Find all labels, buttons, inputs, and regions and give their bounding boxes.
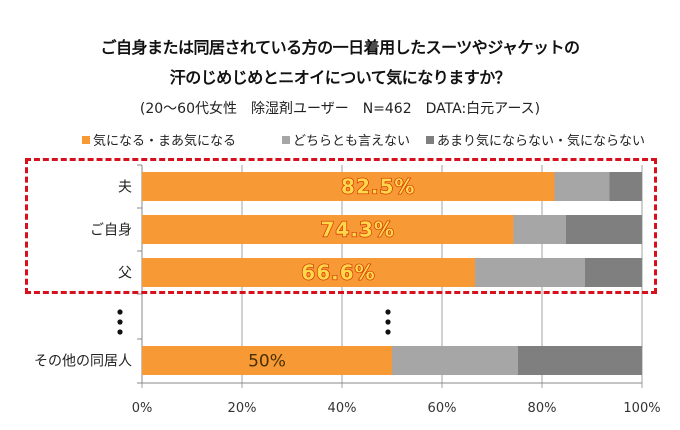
legend-item-concerned: 気になる・まあ気になる [82, 130, 236, 149]
data-label: 66.6% [301, 261, 375, 285]
category-label: その他の同居人 [34, 354, 132, 370]
highlight-dashed-box [25, 158, 657, 294]
ellipsis-dot [117, 309, 123, 315]
chart-title-line1: ご自身または同居されている方の一日着用したスーツやジャケットの [100, 38, 580, 57]
x-tick-label: 100% [623, 401, 660, 416]
legend-swatch-darkgray-icon [426, 136, 434, 144]
ellipsis-dot [117, 319, 123, 325]
legend-label: あまり気にならない・気にならない [437, 134, 646, 149]
x-tick-label: 0% [132, 401, 153, 416]
bar-segment [554, 172, 610, 201]
bar-segment [518, 346, 642, 375]
category-label: 父 [118, 266, 132, 282]
x-tick-label: 80% [528, 401, 557, 416]
bar-segment [566, 215, 642, 244]
bar-segment [142, 172, 555, 201]
bar-segment [142, 215, 514, 244]
bar-segment [475, 258, 585, 287]
ellipsis-dot [117, 329, 123, 335]
legend-swatch-lightgray-icon [282, 136, 290, 144]
bar-segment [392, 346, 518, 375]
ellipsis-dot [385, 309, 391, 315]
data-label: 82.5% [341, 175, 415, 199]
legend-label: どちらとも言えない [293, 134, 411, 149]
legend-label: 気になる・まあ気になる [93, 134, 237, 149]
legend-swatch-orange-icon [82, 136, 90, 144]
bar-segment [513, 215, 566, 244]
category-label: 夫 [118, 180, 132, 196]
x-tick-label: 20% [228, 401, 257, 416]
data-label: 50% [248, 352, 286, 372]
data-label: 74.3% [321, 218, 395, 242]
bar-segment [142, 346, 392, 375]
legend-item-not-concerned: あまり気にならない・気にならない [426, 130, 645, 149]
ellipsis-dot [385, 319, 391, 325]
category-label: ご自身 [90, 223, 132, 239]
bar-segment [142, 258, 475, 287]
ellipsis-dot [385, 329, 391, 335]
chart-subtitle: (20～60代女性 除湿剤ユーザー N=462 DATA:白元アース) [139, 101, 541, 117]
bar-segment [609, 172, 642, 201]
bar-segment [585, 258, 642, 287]
chart-title-line2: 汗のじめじめとニオイについて気になりますか？ [169, 68, 511, 87]
legend-item-neutral: どちらとも言えない [282, 130, 410, 149]
x-tick-label: 60% [428, 401, 457, 416]
x-tick-label: 40% [328, 401, 357, 416]
